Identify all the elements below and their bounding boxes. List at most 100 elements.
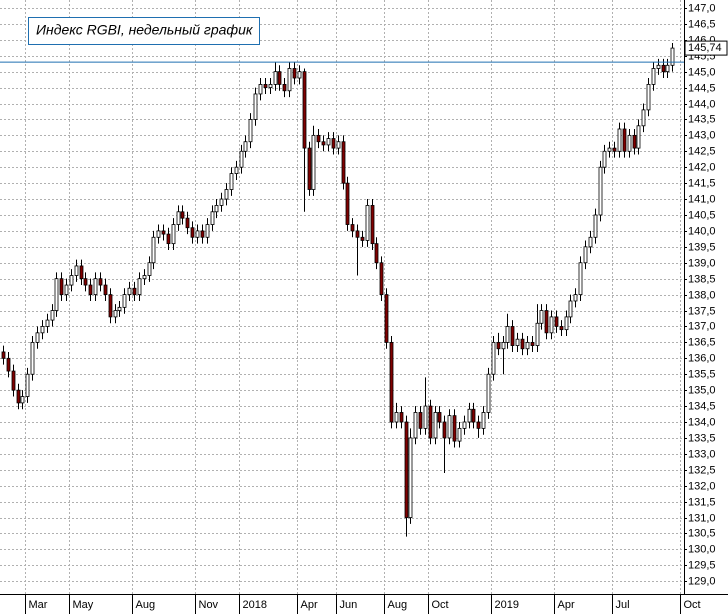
y-tick-label: 144,5 — [688, 82, 716, 94]
candle-body — [239, 150, 244, 168]
candle-body — [277, 71, 282, 85]
x-tick-label: May — [73, 599, 94, 611]
candle-body — [11, 370, 16, 391]
candle-body — [224, 189, 229, 200]
candle-body — [171, 224, 176, 245]
candle-body — [544, 310, 549, 334]
x-tick-label: Apr — [301, 599, 318, 611]
candle-body — [578, 262, 583, 296]
candle-body — [593, 214, 598, 238]
candle-body — [253, 93, 258, 120]
candle-body — [98, 278, 103, 286]
y-tick-label: 146,5 — [688, 18, 716, 30]
candle-body — [646, 84, 651, 111]
candle-body — [219, 198, 224, 206]
candle-body — [602, 150, 607, 168]
candle-body — [539, 310, 544, 324]
candle-body — [379, 262, 384, 296]
candle-body — [636, 125, 641, 149]
candle-body — [161, 230, 166, 235]
x-tick-label: 2018 — [243, 599, 267, 611]
candle-body — [408, 437, 413, 518]
y-tick-label: 129,5 — [688, 559, 716, 571]
candle-body — [200, 230, 205, 238]
candle-body — [554, 316, 559, 327]
candle-body — [93, 278, 98, 296]
candle-body — [50, 310, 55, 321]
candle-body — [185, 217, 190, 229]
x-tick-label: Jul — [616, 599, 630, 611]
candle-body — [30, 341, 35, 375]
candle-body — [549, 316, 554, 334]
candle-body — [292, 68, 297, 79]
candle-body — [525, 341, 530, 350]
y-tick-label: 142,5 — [688, 145, 716, 157]
candle-body — [25, 373, 30, 397]
candle-body — [501, 341, 506, 350]
candle-body — [205, 224, 210, 238]
candle-body — [467, 408, 472, 423]
candle-body — [520, 338, 525, 350]
candle-body — [442, 421, 447, 439]
candle-body — [457, 427, 462, 442]
candle-body — [491, 341, 496, 375]
candle-body — [214, 205, 219, 213]
candle-body — [345, 182, 350, 225]
candle-body — [74, 265, 79, 276]
candle-body — [404, 421, 409, 518]
y-tick-label: 140,5 — [688, 209, 716, 221]
y-tick-label: 136,5 — [688, 336, 716, 348]
y-tick-label: 131,0 — [688, 512, 716, 524]
candle-body — [297, 71, 302, 79]
last-price-label: 145,74 — [688, 42, 722, 54]
y-tick-label: 147,0 — [688, 2, 716, 14]
y-tick-label: 139,0 — [688, 257, 716, 269]
chart-title: Индекс RGBI, недельный график — [36, 22, 254, 38]
candle-body — [176, 211, 181, 225]
y-tick-label: 133,0 — [688, 448, 716, 460]
candle-body — [113, 310, 118, 318]
candle-body — [607, 147, 612, 152]
candle-body — [142, 275, 147, 280]
candle-body — [515, 338, 520, 346]
y-tick-label: 142,0 — [688, 161, 716, 173]
candle-body — [661, 64, 666, 73]
candle-body — [437, 412, 442, 423]
candle-body — [147, 262, 152, 276]
candle-body — [413, 412, 418, 439]
candle-body — [331, 138, 336, 149]
candle-body — [263, 84, 268, 88]
candle-body — [64, 284, 69, 296]
candle-body — [79, 265, 84, 280]
candle-body — [496, 341, 501, 350]
candle-body — [374, 243, 379, 264]
y-tick-label: 131,5 — [688, 496, 716, 508]
candle-body — [35, 332, 40, 343]
candle-body — [423, 405, 428, 429]
candle-body — [302, 71, 307, 149]
candle-body — [20, 396, 25, 404]
candle-body — [210, 211, 215, 225]
grid — [0, 0, 684, 594]
y-tick-label: 134,5 — [688, 400, 716, 412]
candle-body — [326, 138, 331, 146]
candle-body — [656, 64, 661, 69]
candle-body — [6, 357, 11, 372]
y-tick-label: 145,0 — [688, 66, 716, 78]
candle-body — [287, 68, 292, 92]
y-tick-label: 130,5 — [688, 527, 716, 539]
plot — [1, 42, 675, 537]
x-tick-label: Aug — [136, 599, 156, 611]
candle-body — [588, 236, 593, 248]
y-tick-label: 130,0 — [688, 543, 716, 555]
candle-body — [535, 322, 540, 346]
candle-body — [651, 68, 656, 85]
y-tick-label: 135,0 — [688, 384, 716, 396]
candle-body — [665, 64, 670, 73]
candle-body — [583, 246, 588, 264]
candle-body — [336, 141, 341, 149]
candle-body — [321, 141, 326, 146]
candle-body — [370, 205, 375, 245]
candle-body — [268, 84, 273, 88]
